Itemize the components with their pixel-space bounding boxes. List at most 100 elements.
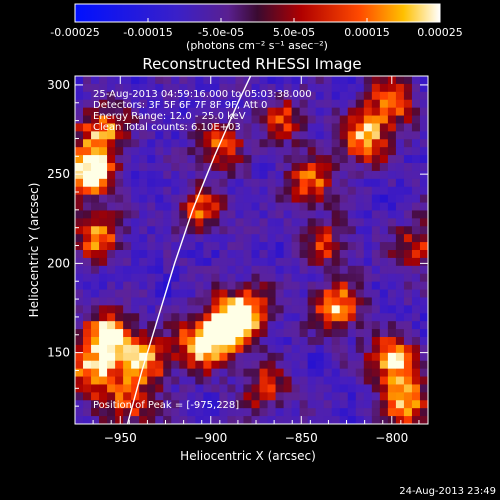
heatmap-cell [243, 178, 253, 188]
heatmap-cell [395, 329, 405, 338]
heatmap-cell [203, 313, 212, 322]
heatmap-cell [155, 131, 164, 140]
heatmap-cell [355, 107, 365, 117]
heatmap-cell [187, 400, 196, 409]
heatmap-cell [91, 170, 100, 180]
heatmap-cell [211, 265, 221, 275]
heatmap-cell [411, 115, 421, 125]
heatmap-cell [251, 226, 261, 235]
heatmap-cell [179, 202, 188, 212]
heatmap-cell [395, 202, 405, 212]
heatmap-cell [131, 297, 140, 306]
heatmap-cell [147, 297, 156, 306]
heatmap-cell [163, 139, 172, 148]
heatmap-cell [147, 202, 156, 212]
heatmap-cell [363, 91, 373, 101]
heatmap-cell [187, 337, 196, 346]
heatmap-cell [259, 392, 269, 401]
heatmap-cell [251, 147, 261, 156]
heatmap-cell [339, 202, 349, 212]
heatmap-cell [259, 297, 269, 306]
heatmap-cell [155, 297, 164, 306]
heatmap-cell [163, 202, 172, 212]
heatmap-cell [227, 131, 237, 140]
heatmap-cell [323, 352, 333, 362]
heatmap-cell [363, 257, 373, 267]
chart-title: Reconstructed RHESSI Image [142, 55, 361, 73]
heatmap-cell [283, 155, 293, 164]
heatmap-cell [379, 305, 389, 314]
heatmap-cell [235, 147, 245, 156]
heatmap-cell [315, 107, 325, 117]
heatmap-cell [203, 194, 212, 204]
heatmap-cell [371, 392, 381, 401]
heatmap-cell [283, 139, 293, 148]
heatmap-cell [171, 131, 180, 140]
heatmap-cell [179, 99, 188, 109]
heatmap-cell [331, 376, 341, 386]
heatmap-cell [251, 99, 261, 109]
heatmap-cell [131, 321, 140, 330]
heatmap-cell [235, 400, 245, 409]
heatmap-cell [147, 210, 156, 219]
heatmap-cell [227, 337, 237, 346]
heatmap-cell [363, 226, 373, 235]
heatmap-cell [131, 289, 140, 299]
heatmap-cell [115, 273, 124, 283]
heatmap-cell [355, 416, 365, 424]
heatmap-cell [147, 115, 156, 125]
heatmap-cell [91, 107, 100, 117]
heatmap-cell [195, 376, 204, 386]
heatmap-cell [219, 281, 229, 291]
heatmap-cell [219, 115, 229, 125]
heatmap-cell [307, 91, 317, 101]
heatmap-cell [363, 210, 373, 219]
heatmap-cell [355, 131, 365, 140]
heatmap-cell [195, 305, 204, 314]
heatmap-cell [291, 329, 301, 338]
heatmap-cell [411, 147, 421, 156]
heatmap-cell [291, 368, 301, 378]
heatmap-cell [275, 242, 285, 251]
heatmap-cell [163, 123, 172, 132]
heatmap-cell [259, 99, 269, 109]
heatmap-cell [227, 289, 237, 299]
heatmap-cell [227, 147, 237, 156]
heatmap-cell [107, 202, 116, 212]
heatmap-cell [211, 76, 221, 85]
heatmap-cell [147, 265, 156, 275]
heatmap-cell [179, 289, 188, 299]
heatmap-cell [419, 155, 428, 164]
heatmap-cell [395, 131, 405, 140]
heatmap-cell [371, 273, 381, 283]
heatmap-cell [123, 131, 132, 140]
heatmap-cell [171, 76, 180, 85]
heatmap-cell [115, 210, 124, 219]
heatmap-cell [403, 123, 413, 132]
heatmap-cell [387, 250, 397, 259]
heatmap-cell [371, 329, 381, 338]
colorbar-gradient [74, 3, 441, 23]
heatmap-cell [251, 139, 261, 148]
heatmap-cell [203, 76, 212, 85]
heatmap-cell [211, 99, 221, 109]
heatmap-cell [83, 329, 92, 338]
heatmap-cell [171, 337, 180, 346]
heatmap-cell [123, 368, 132, 378]
heatmap-cell [235, 218, 245, 227]
heatmap-cell [171, 83, 180, 93]
heatmap-cell [267, 360, 277, 370]
heatmap-cell [339, 210, 349, 219]
heatmap-cell [403, 186, 413, 196]
heatmap-cell [227, 352, 237, 362]
heatmap-cell [123, 155, 132, 164]
heatmap-cell [99, 139, 108, 148]
heatmap-cell [171, 265, 180, 275]
heatmap-cell [83, 76, 92, 85]
heatmap-cell [315, 234, 325, 243]
heatmap-cell [331, 281, 341, 291]
heatmap-cell [395, 99, 405, 109]
heatmap-cell [267, 257, 277, 267]
heatmap-cell [99, 321, 108, 330]
heatmap-cell [259, 329, 269, 338]
